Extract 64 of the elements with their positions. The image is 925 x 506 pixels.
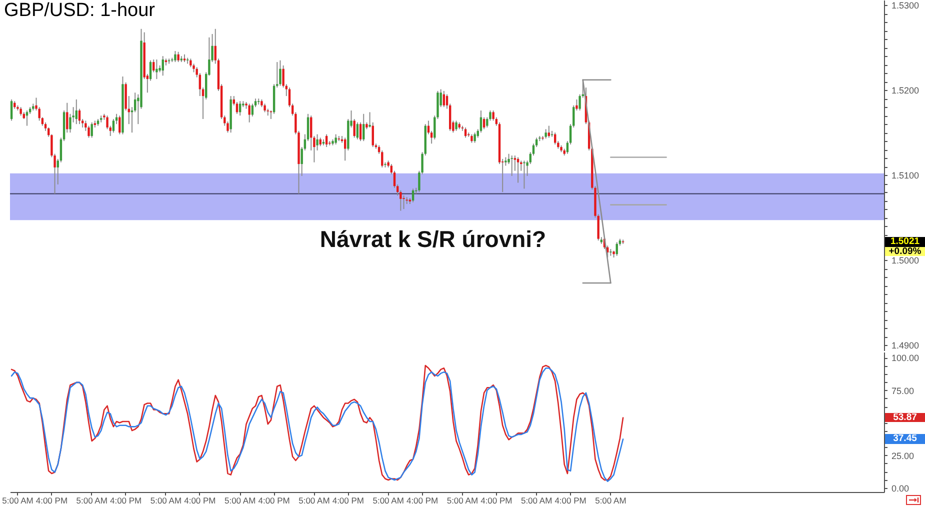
y-tick-label: 1.5200 [892,86,920,96]
candlestick [75,98,78,125]
candlestick [362,113,365,142]
candlestick [26,110,28,126]
candlestick [10,98,13,122]
candlestick [66,102,68,134]
y-tick-label: 1.5100 [892,170,920,181]
candlestick [544,128,547,140]
candlestick [548,125,550,138]
x-tick-label: 5:00 AM [446,496,478,506]
text: 1.5021 [885,236,925,248]
text: 37.45 [885,433,925,444]
chart-title: GBP/USD: 1-hour [4,0,155,21]
candlestick [516,156,520,184]
y-tick-label: 100.00 [892,353,920,364]
x-tick-label: 4:00 PM [480,496,512,506]
annotation: Návrat k S/R úrovni? [320,226,546,252]
x-tick-label: 5:00 AM [150,496,182,506]
y-tick-label: 1.4900 [892,340,920,351]
y-tick-label: 0.00 [892,483,910,494]
y-tick-label: 75.00 [892,386,914,396]
candlestick [402,194,405,210]
candlestick [238,100,242,116]
y-tick-label: 1.5000 [892,256,920,266]
candlestick [334,134,337,145]
x-tick-label: 5:00 AM [520,496,552,506]
x-tick-label: 4:00 PM [554,496,586,506]
candlestick [174,50,176,63]
candlestick [177,51,180,63]
text: 53.87 [885,412,925,423]
x-tick-label: 5:00 AM [298,496,330,506]
y-tick-label: 1.5300 [892,0,920,11]
candlestick [474,132,476,144]
text: +0.09% [885,246,925,257]
candlestick [381,150,384,168]
candlestick [248,103,250,123]
x-tick-label: 4:00 PM [184,496,216,506]
x-tick-label: 4:00 PM [332,496,364,506]
x-tick-label: 5:00 AM [76,496,108,506]
candlestick [510,155,513,176]
candlestick [279,60,282,86]
candlestick [325,134,328,148]
x-tick-label: 5:00 AM [224,496,256,506]
candlestick [316,134,318,151]
candlestick [455,120,458,132]
candlestick [162,56,164,76]
x-tick-label: 5:00 AM [2,496,34,506]
x-tick-label: 4:00 PM [406,496,438,506]
x-tick-label: 5:00 AM [372,496,404,506]
x-tick-label: 4:00 PM [258,496,290,506]
candlestick [156,58,158,80]
candlestick [90,122,93,138]
candlestick [356,122,359,140]
candlestick [359,122,362,142]
x-tick-label: 4:00 PM [110,496,142,506]
candlestick [112,118,115,134]
x-tick-label: 5:00 AM [595,496,626,506]
candlestick [464,126,467,138]
candlestick [480,110,482,134]
candlestick [442,90,446,108]
candlestick [554,132,556,145]
candlestick [482,116,486,130]
y-tick-label: 25.00 [892,450,914,461]
x-tick-label: 4:00 PM [36,496,68,506]
